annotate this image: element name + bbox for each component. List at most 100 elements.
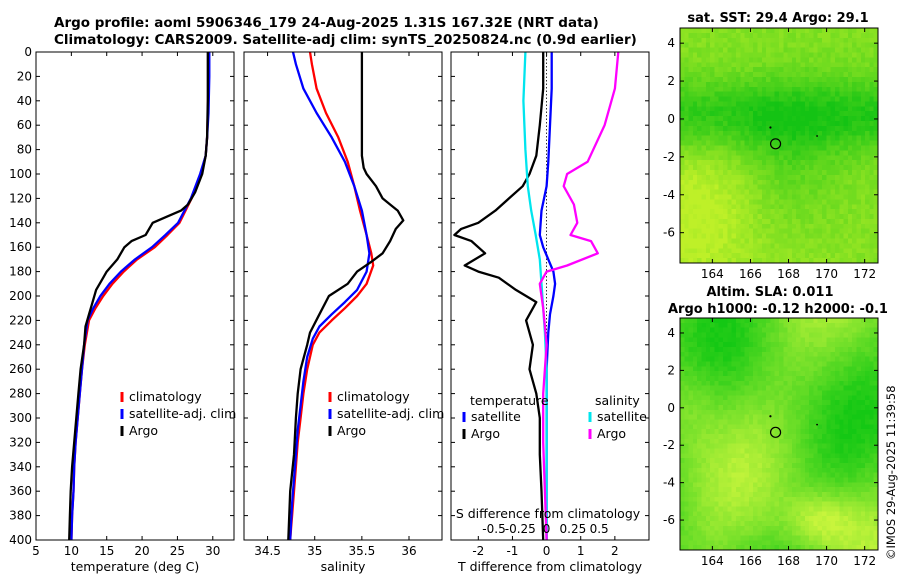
map-cell bbox=[718, 414, 724, 421]
map-cell bbox=[680, 327, 685, 334]
map-cell bbox=[796, 385, 802, 392]
map-cell bbox=[688, 443, 694, 450]
map-cell bbox=[774, 467, 780, 474]
map-cell bbox=[783, 37, 789, 44]
map-cell bbox=[753, 496, 759, 503]
map-cell bbox=[843, 487, 849, 493]
map-cell bbox=[847, 91, 853, 98]
map-cell bbox=[791, 496, 797, 503]
map-cell bbox=[796, 67, 802, 73]
map-cell bbox=[800, 174, 806, 181]
map-cell bbox=[856, 419, 862, 425]
map-cell bbox=[787, 121, 793, 127]
map-cell bbox=[740, 535, 746, 541]
map-cell bbox=[688, 361, 694, 367]
map-cell bbox=[753, 47, 759, 54]
map-cell bbox=[740, 409, 746, 416]
map-cell bbox=[710, 327, 716, 334]
map-cell bbox=[680, 322, 685, 329]
map-cell bbox=[705, 390, 711, 396]
map-cell bbox=[692, 419, 698, 425]
map-cell bbox=[705, 342, 711, 348]
map-cell bbox=[869, 67, 875, 73]
map-cell bbox=[748, 218, 754, 225]
map-cell bbox=[718, 443, 724, 450]
map-cell bbox=[779, 218, 784, 225]
map-cell bbox=[744, 81, 750, 88]
map-cell bbox=[783, 130, 789, 137]
map-cell bbox=[787, 356, 793, 363]
map-cell bbox=[800, 194, 806, 200]
map-cell bbox=[748, 248, 754, 254]
map-cell bbox=[692, 521, 698, 527]
map-cell bbox=[800, 424, 806, 430]
map-cell bbox=[826, 453, 832, 459]
map-cell bbox=[688, 145, 694, 151]
map-cell bbox=[701, 253, 707, 259]
map-cell bbox=[856, 91, 862, 98]
map-cell bbox=[740, 243, 746, 249]
map-cell bbox=[813, 477, 819, 483]
map-cell bbox=[735, 492, 741, 498]
map-cell bbox=[744, 371, 750, 377]
map-cell bbox=[809, 443, 815, 450]
map-cell bbox=[710, 199, 716, 205]
map-cell bbox=[740, 467, 746, 474]
map-cell bbox=[809, 347, 815, 353]
map-cell bbox=[697, 160, 703, 166]
map-cell bbox=[869, 458, 875, 464]
map-cell bbox=[701, 361, 707, 367]
map-cell bbox=[779, 72, 784, 78]
map-cell bbox=[770, 81, 776, 88]
map-cell bbox=[873, 327, 879, 334]
map-cell bbox=[834, 371, 840, 377]
map-cell bbox=[873, 366, 879, 372]
map-cell bbox=[701, 52, 707, 58]
map-cell bbox=[761, 438, 767, 445]
map-cell bbox=[839, 424, 845, 430]
map-cell bbox=[847, 371, 853, 377]
map-cell bbox=[826, 130, 832, 137]
map-cell bbox=[783, 351, 789, 358]
map-cell bbox=[783, 72, 789, 78]
map-cell bbox=[830, 76, 836, 83]
map-cell bbox=[826, 472, 832, 479]
map-cell bbox=[822, 111, 827, 117]
map-cell bbox=[727, 42, 733, 49]
map-cell bbox=[774, 228, 780, 235]
map-cell bbox=[684, 155, 690, 161]
map-cell bbox=[834, 540, 840, 546]
map-cell bbox=[873, 414, 879, 421]
map-cell bbox=[865, 194, 870, 200]
series-line-climatology bbox=[70, 52, 210, 540]
map-cell bbox=[865, 174, 870, 181]
map-cell bbox=[843, 429, 849, 435]
map-cell bbox=[744, 366, 750, 372]
map-cell bbox=[727, 477, 733, 483]
map-cell bbox=[843, 356, 849, 363]
map-cell bbox=[757, 380, 763, 387]
map-cell bbox=[740, 371, 746, 377]
map-cell bbox=[779, 458, 784, 464]
map-cell bbox=[735, 424, 741, 430]
map-cell bbox=[770, 194, 776, 200]
map-cell bbox=[688, 395, 694, 401]
map-cell bbox=[692, 453, 698, 459]
map-cell bbox=[839, 327, 845, 334]
map-cell bbox=[817, 361, 823, 367]
map-cell bbox=[684, 86, 690, 93]
map-cell bbox=[834, 414, 840, 421]
map-cell bbox=[744, 194, 750, 200]
map-cell bbox=[817, 106, 823, 112]
map-cell bbox=[873, 443, 879, 450]
map-cell bbox=[804, 155, 810, 161]
map-cell bbox=[796, 248, 802, 254]
map-cell bbox=[774, 516, 780, 522]
map-cell bbox=[727, 327, 733, 334]
map-cell bbox=[804, 327, 810, 334]
map-cell bbox=[809, 248, 815, 254]
map-cell bbox=[718, 496, 724, 503]
map-cell bbox=[701, 223, 707, 230]
map-cell bbox=[727, 52, 733, 58]
map-cell bbox=[710, 135, 716, 142]
